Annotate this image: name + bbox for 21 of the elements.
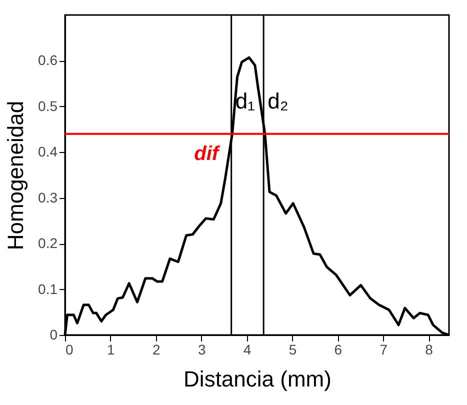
x-axis-title: Distancia (mm) [184,366,332,392]
x-tick-label: 4 [243,342,252,358]
x-tick-label: 2 [152,342,160,358]
x-tick-label: 7 [380,342,388,358]
x-tick-label: 0 [66,342,74,358]
ref-line-label: d₁ [235,88,255,114]
y-tick-label: 0.2 [38,235,58,252]
y-tick-label: 0.4 [38,144,58,160]
x-tick-label: 5 [288,342,297,358]
y-tick-label: 0.6 [38,52,58,68]
y-tick-label: 0.5 [38,98,58,114]
y-axis-title: Homogeneidad [3,100,28,250]
x-tick-label: 8 [425,342,434,358]
x-tick-label: 6 [334,342,342,358]
y-tick-label: 0.1 [38,280,58,297]
x-tick-label: 1 [107,342,116,358]
x-tick-label: 3 [198,342,206,358]
y-tick-label: 0.3 [38,189,58,206]
y-tick-label: 0 [50,326,58,342]
ref-line-label: dif [194,142,221,165]
ref-line-label: d₂ [268,88,288,114]
